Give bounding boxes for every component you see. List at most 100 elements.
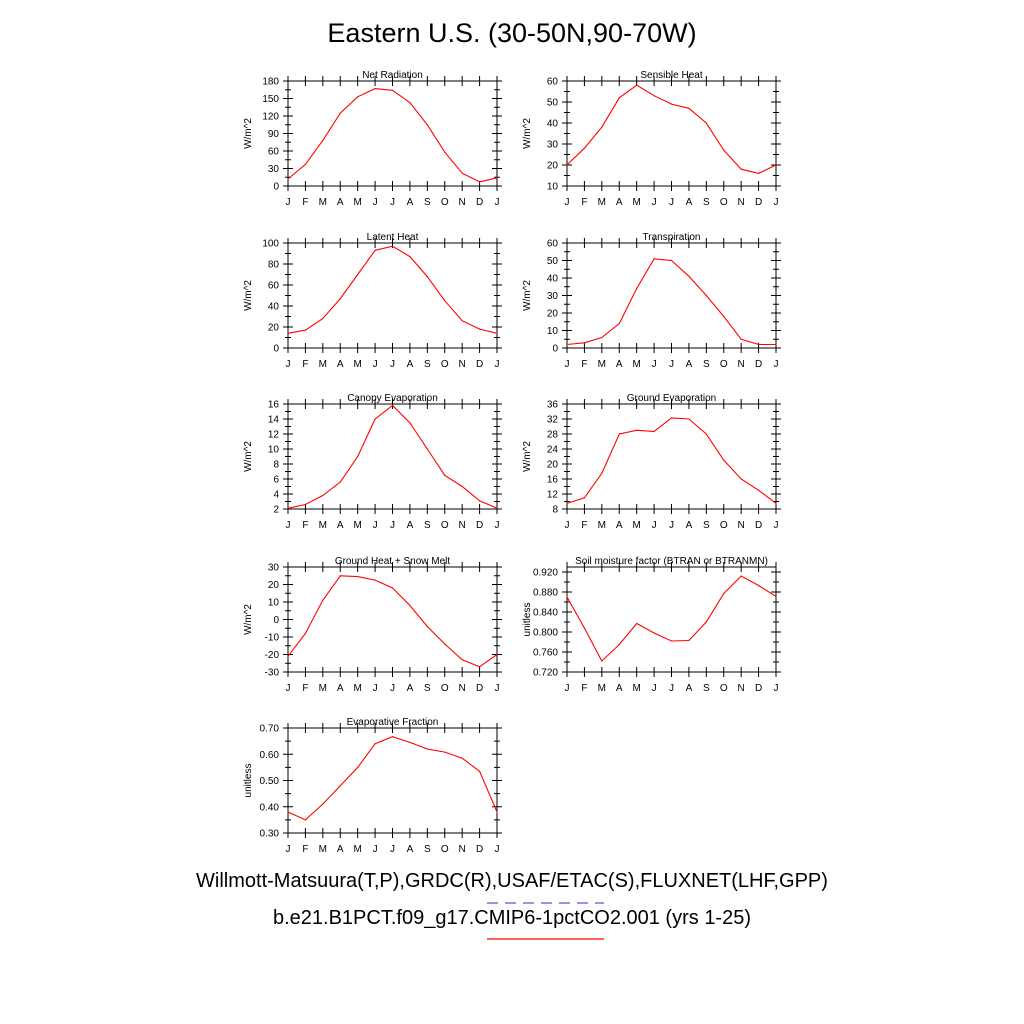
panel-evaporative-fraction-ytick-label: 0.60 xyxy=(260,750,280,761)
panel-transpiration-xtick-label: A xyxy=(616,359,623,370)
panel-net-radiation-xtick-label: F xyxy=(302,197,308,208)
panel-canopy-evaporation-data-point xyxy=(391,404,394,407)
panel-ground-heat-snow-melt-xtick-label: O xyxy=(441,683,449,694)
panel-ground-evaporation-data-point xyxy=(601,472,603,474)
panel-evaporative-fraction-data-point xyxy=(444,751,446,753)
panel-ground-heat-snow-melt-ytick-label: 30 xyxy=(268,563,280,574)
panel-transpiration-series-line xyxy=(566,258,776,346)
panel-net-radiation-ytick-label: 90 xyxy=(268,129,280,140)
panel-transpiration-xtick-label: F xyxy=(581,359,587,370)
panel-transpiration-xtick-label: D xyxy=(755,359,762,370)
panel-transpiration-ytick-label: 20 xyxy=(547,309,559,320)
panel-evaporative-fraction-ytick-label: 0.50 xyxy=(260,776,280,787)
panel-evaporative-fraction-xtick-label: F xyxy=(302,844,308,855)
panel-net-radiation-ytick-label: 180 xyxy=(262,77,279,88)
panel-latent-heat-data-point xyxy=(426,276,428,278)
panel-sensible-heat-ytick-label: 20 xyxy=(547,161,559,172)
panel-latent-heat-ytick-label: 80 xyxy=(268,260,280,271)
panel-canopy-evaporation-data-point xyxy=(444,474,446,476)
panel-ground-heat-snow-melt-ytick-label: 0 xyxy=(273,615,279,626)
panel-ground-heat-snow-melt-ytick-label: 10 xyxy=(268,598,280,609)
panel-canopy-evaporation-data-point xyxy=(304,503,307,506)
panel-ground-heat-snow-melt-data-point xyxy=(374,579,376,581)
panel-latent-heat-xtick-label: S xyxy=(424,359,431,370)
panel-latent-heat-ytick-label: 100 xyxy=(262,239,279,250)
panel-transpiration-xtick-label: J xyxy=(774,359,779,370)
panel-canopy-evaporation-series-line xyxy=(287,404,498,509)
panel-transpiration-data-point xyxy=(688,275,690,277)
panel-soil-moisture-factor-btran-or-btranmn-xtick-label: S xyxy=(703,683,710,694)
panel-soil-moisture-factor-btran-or-btranmn-ylabel: unitless xyxy=(522,603,533,637)
panel-soil-moisture-factor-btran-or-btranmn-data-point xyxy=(723,592,725,595)
panel-ground-heat-snow-melt-data-point xyxy=(391,587,394,589)
panel-soil-moisture-factor-btran-or-btranmn-series-line xyxy=(566,575,777,662)
panel-ground-evaporation-xtick-label: A xyxy=(686,520,693,531)
panel-transpiration-data-point xyxy=(670,259,673,262)
panel-canopy-evaporation-xtick-label: A xyxy=(407,520,414,531)
panel-soil-moisture-factor-btran-or-btranmn-ytick-label: 0.720 xyxy=(533,668,558,679)
panel-net-radiation-ytick-label: 0 xyxy=(273,182,279,193)
panel-ground-heat-snow-melt-data-point xyxy=(444,643,446,645)
panel-transpiration-data-point xyxy=(618,322,620,325)
panel-ground-evaporation-xtick-label: M xyxy=(632,520,640,531)
panel-ground-evaporation-ytick-label: 32 xyxy=(547,415,559,426)
panel-latent-heat-frame xyxy=(287,242,498,349)
panel-soil-moisture-factor-btran-or-btranmn-data-point xyxy=(757,584,760,587)
panel-evaporative-fraction-xtick-label: J xyxy=(390,844,395,855)
panel-evaporative-fraction-data-point xyxy=(391,736,394,738)
panel-soil-moisture-factor-btran-or-btranmn-title: Soil moisture factor (BTRAN or BTRANMN) xyxy=(575,556,768,567)
panel-net-radiation-data-point xyxy=(478,181,481,183)
panel-sensible-heat-ytick-label: 50 xyxy=(547,98,559,109)
legend-model-label: b.e21.B1PCT.f09_g17.CMIP6-1pctCO2.001 (y… xyxy=(272,907,752,929)
panel-soil-moisture-factor-btran-or-btranmn-ytick-label: 0.920 xyxy=(533,568,558,579)
panel-canopy-evaporation-frame xyxy=(287,403,498,510)
panel-sensible-heat-xtick-label: J xyxy=(774,197,779,208)
panel-sensible-heat-xtick-label: J xyxy=(669,197,674,208)
panel-net-radiation-xtick-label: J xyxy=(373,197,378,208)
panel-canopy-evaporation-data-point xyxy=(357,455,359,458)
panel-sensible-heat-series-line xyxy=(566,84,777,174)
panel-sensible-heat-xtick-label: J xyxy=(652,197,657,208)
panel-latent-heat-xtick-label: A xyxy=(407,359,414,370)
panel-sensible-heat-data-point xyxy=(670,103,673,105)
panel-sensible-heat-ytick-label: 40 xyxy=(547,119,559,130)
panel-net-radiation-xtick-label: S xyxy=(424,197,431,208)
panel-ground-heat-snow-melt-ytick-label: 20 xyxy=(268,580,280,591)
panel-evaporative-fraction-data-point xyxy=(339,785,341,787)
panel-canopy-evaporation-data-point xyxy=(322,494,324,497)
panel-net-radiation-ytick-label: 150 xyxy=(262,94,279,105)
panel-canopy-evaporation-xtick-label: J xyxy=(373,520,378,531)
panel-transpiration-data-point xyxy=(566,343,568,346)
panel-ground-heat-snow-melt-xtick-label: J xyxy=(286,683,291,694)
panel-latent-heat-xtick-label: D xyxy=(476,359,483,370)
panel-ground-heat-snow-melt-xtick-label: M xyxy=(319,683,327,694)
panel-latent-heat-ytick-label: 20 xyxy=(268,323,280,334)
panel-latent-heat-data-point xyxy=(444,300,446,302)
panel-transpiration-data-point xyxy=(653,258,655,260)
panel-latent-heat-data-point xyxy=(391,245,394,247)
panel-sensible-heat-xtick-label: D xyxy=(755,197,762,208)
panel-sensible-heat-data-point xyxy=(740,168,742,170)
panel-canopy-evaporation-ytick-label: 14 xyxy=(268,415,280,426)
panel-net-radiation-ytick-label: 30 xyxy=(268,164,280,175)
panel-ground-evaporation-data-point xyxy=(636,429,638,431)
panel-evaporative-fraction-data-point xyxy=(426,748,428,750)
panel-evaporative-fraction-ytick-label: 0.40 xyxy=(260,802,280,813)
panel-soil-moisture-factor-btran-or-btranmn-xtick-label: A xyxy=(686,683,693,694)
panel-sensible-heat-xtick-label: M xyxy=(632,197,640,208)
panel-soil-moisture-factor-btran-or-btranmn-frame xyxy=(566,566,777,673)
panel-sensible-heat-data-point xyxy=(601,126,603,128)
panel-sensible-heat-xtick-label: F xyxy=(581,197,587,208)
panel-soil-moisture-factor-btran-or-btranmn-xtick-label: F xyxy=(581,683,587,694)
panel-canopy-evaporation-ytick-label: 4 xyxy=(273,490,279,501)
panel-evaporative-fraction-frame xyxy=(287,727,498,834)
panel-soil-moisture-factor-btran-or-btranmn-data-point xyxy=(618,643,620,646)
panel-transpiration-data-point xyxy=(757,343,760,346)
panel-latent-heat-data-point xyxy=(357,273,359,276)
panel-canopy-evaporation-xtick-label: M xyxy=(319,520,327,531)
panel-ground-heat-snow-melt-xtick-label: M xyxy=(353,683,361,694)
panel-net-radiation-xtick-label: J xyxy=(286,197,291,208)
panel-evaporative-fraction-xtick-label: M xyxy=(319,844,327,855)
